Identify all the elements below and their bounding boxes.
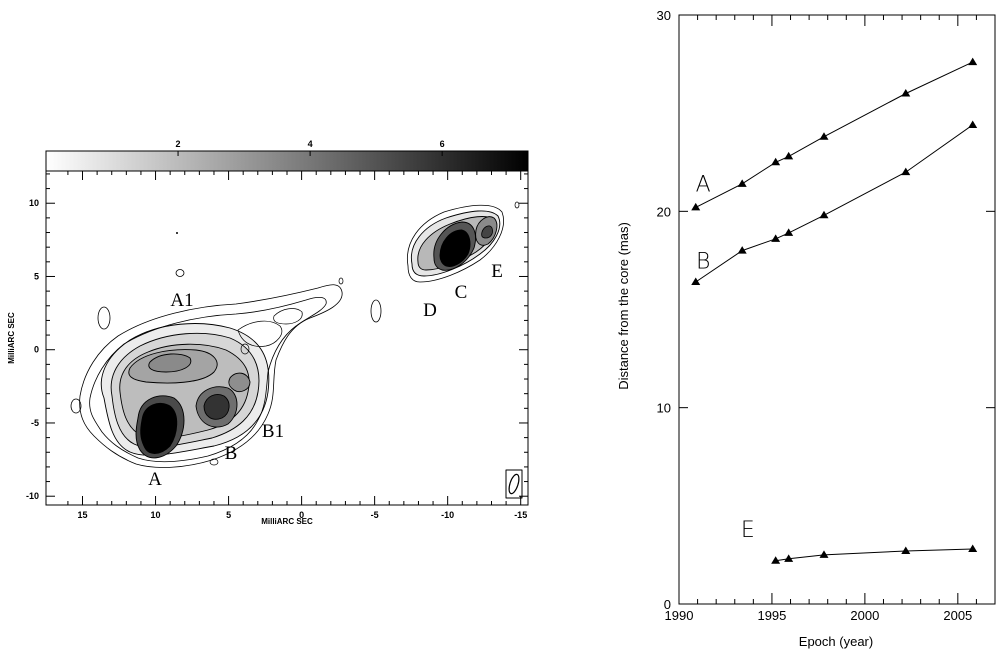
x-tick-label: 1995 (757, 608, 786, 623)
x-tick-label: 1990 (665, 608, 694, 623)
series-point-b (968, 120, 978, 128)
component-label-b: B (225, 443, 238, 464)
series-point-b (737, 246, 747, 254)
plot-series: A B E (691, 57, 978, 564)
y-tick-label: 30 (657, 8, 671, 23)
series-point-e (819, 550, 829, 558)
map-x-tick-label: -10 (441, 510, 454, 520)
series-point-a (968, 57, 978, 66)
component-label-c: C (455, 282, 468, 303)
map-x-tick-label: 0 (299, 510, 304, 520)
component-label-e: E (491, 261, 503, 282)
x-tick-label: 2000 (850, 608, 879, 623)
map-x-tick-label: 15 (78, 510, 88, 520)
colorbar-tick-label: 2 (176, 139, 181, 149)
map-ticks: 15 10 5 0 -5 -10 -15 10 5 0 -5 -10 (26, 171, 528, 520)
colorbar-tick-label: 4 (308, 139, 313, 149)
series-point-a (737, 179, 747, 187)
component-label-d: D (423, 300, 437, 321)
y-axis-label: Distance from the core (mas) (616, 222, 631, 390)
component-label-b1: B1 (262, 421, 284, 442)
map-y-axis-label: MilliARC SEC (7, 312, 16, 364)
series-point-e (771, 556, 781, 564)
component-label-a: A (148, 469, 162, 490)
series-label-b: B (696, 249, 710, 274)
map-x-tick-label: 10 (151, 510, 161, 520)
map-y-tick-label: 0 (34, 345, 39, 355)
series-point-e (784, 554, 794, 562)
series-line-a (695, 61, 973, 208)
series-point-a (901, 89, 911, 97)
map-x-tick-label: -5 (371, 510, 379, 520)
series-point-a (819, 132, 829, 140)
series-point-e (901, 546, 911, 554)
y-tick-label: 10 (657, 401, 671, 416)
colorbar-ticks: 2 4 6 (176, 139, 445, 156)
map-x-tick-label: -15 (514, 510, 527, 520)
map-y-tick-label: -5 (31, 418, 39, 428)
series-point-a (691, 202, 701, 211)
map-panel: 2 4 6 15 10 5 0 -5 -10 -15 10 5 0 -5 -10 MilliARC SEC… (7, 139, 529, 526)
map-y-tick-label: 5 (34, 271, 39, 281)
series-point-e (968, 544, 978, 553)
x-axis-label: Epoch (year) (799, 634, 873, 649)
series-line-e (775, 548, 973, 562)
series-point-a (784, 151, 794, 160)
distance-chart: 1990 1995 2000 2005 0 10 20 30 A B E Epoch (year)… (616, 8, 996, 649)
map-y-tick-label: 10 (29, 198, 39, 208)
map-x-tick-label: 5 (226, 510, 231, 520)
component-label-a1: A1 (170, 290, 193, 311)
series-point-b (784, 228, 794, 236)
x-tick-label: 2005 (943, 608, 972, 623)
colorbar-tick-label: 6 (440, 139, 445, 149)
series-line-b (695, 124, 973, 283)
plot-ticks: 1990 1995 2000 2005 0 10 20 30 (657, 8, 996, 623)
y-tick-label: 20 (657, 204, 671, 219)
series-point-b (901, 167, 911, 176)
radio-source-image (70, 201, 523, 499)
map-x-axis-label: MilliARC SEC (261, 517, 313, 526)
series-point-b (819, 210, 829, 219)
series-point-b (691, 277, 701, 286)
series-label-e: E (741, 518, 755, 543)
map-y-tick-label: -10 (26, 491, 39, 501)
series-label-a: A (696, 173, 711, 198)
series-point-a (771, 157, 781, 166)
plot-frame (678, 14, 996, 605)
series-point-b (771, 234, 781, 242)
colorbar (45, 150, 529, 172)
y-tick-label: 0 (664, 597, 671, 612)
